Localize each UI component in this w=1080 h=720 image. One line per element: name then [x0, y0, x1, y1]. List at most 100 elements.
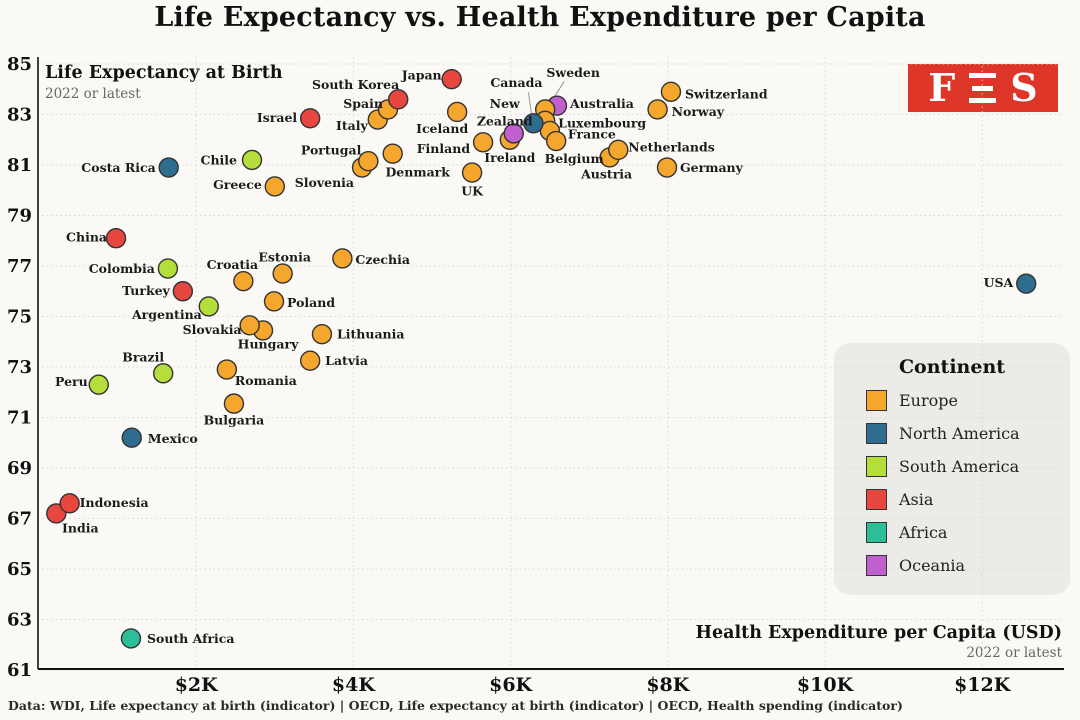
country-label-colombia: Colombia — [89, 261, 155, 276]
legend-item-asia: Asia — [866, 488, 1070, 510]
data-point-norway — [647, 99, 668, 120]
country-label-lithuania: Lithuania — [337, 327, 405, 342]
country-label-france: France — [568, 126, 616, 141]
country-label-belgium: Belgium — [545, 151, 604, 166]
data-point-canada — [523, 113, 544, 134]
data-point-poland — [263, 291, 285, 312]
legend-label: Oceania — [899, 555, 966, 575]
country-label-ireland: Ireland — [484, 150, 535, 165]
country-label-india: India — [62, 520, 99, 535]
country-label-turkey: Turkey — [122, 283, 170, 298]
y-tick-labels: 85 83 81 79 77 75 73 71 69 67 65 63 61 — [7, 54, 32, 681]
data-point-china — [105, 228, 127, 249]
legend-label: Africa — [899, 522, 948, 542]
svg-text:$4K: $4K — [332, 674, 376, 696]
country-label-hungary: Hungary — [238, 336, 299, 351]
data-source-footer: Data: WDI, Life expectancy at birth (ind… — [8, 698, 903, 713]
country-label-usa: USA — [984, 275, 1014, 290]
legend-label: Europe — [899, 390, 958, 410]
legend-label: Asia — [899, 489, 934, 509]
data-point-portugal — [358, 151, 379, 172]
svg-text:71: 71 — [7, 408, 32, 429]
fes-logo: F S — [908, 64, 1058, 112]
country-label-austria: Austria — [580, 166, 632, 181]
country-label-slovakia: Slovakia — [183, 322, 242, 337]
svg-text:81: 81 — [7, 155, 32, 176]
data-point-bulgaria — [223, 393, 245, 414]
oceania-swatch — [866, 554, 887, 576]
legend-item-europe: Europe — [866, 389, 1070, 411]
country-labels: China India Indonesia Turkey Israel South Afr… — [55, 65, 1013, 646]
europe-swatch — [866, 389, 887, 411]
svg-text:85: 85 — [7, 54, 32, 75]
svg-text:77: 77 — [7, 256, 32, 277]
x-axis-title: Health Expenditure per Capita (USD) — [695, 623, 1062, 643]
country-label-brazil: Brazil — [122, 349, 164, 364]
country-label-china: China — [66, 230, 107, 245]
data-point-switzerland — [660, 81, 682, 102]
svg-text:69: 69 — [7, 458, 32, 479]
svg-text:$12K: $12K — [954, 674, 1012, 696]
data-points — [46, 68, 1037, 649]
country-label-south-africa: South Africa — [147, 631, 235, 646]
data-point-costa-rica — [158, 157, 179, 178]
svg-text:61: 61 — [7, 660, 32, 681]
country-label-germany: Germany — [680, 160, 744, 175]
data-point-colombia — [157, 258, 179, 279]
country-label-czechia: Czechia — [355, 252, 410, 267]
country-label-latvia: Latvia — [325, 353, 368, 368]
data-point-romania — [216, 359, 238, 380]
data-point-argentina — [198, 296, 219, 317]
svg-text:$2K: $2K — [175, 674, 219, 696]
data-point-peru — [88, 374, 109, 395]
svg-text:63: 63 — [7, 610, 32, 631]
data-point-netherlands — [608, 139, 629, 161]
data-point-finland — [472, 132, 494, 153]
africa-swatch — [866, 521, 887, 543]
data-point-uk — [461, 162, 483, 183]
data-point-brazil — [152, 363, 174, 384]
country-label-denmark: Denmark — [385, 165, 450, 180]
data-point-chile — [241, 149, 263, 171]
country-label-spain: Spain — [343, 96, 383, 111]
country-label-chile: Chile — [201, 152, 238, 167]
country-label-peru: Peru — [55, 374, 88, 389]
country-label-south-korea: South Korea — [312, 77, 399, 92]
svg-text:$8K: $8K — [646, 674, 690, 696]
legend-label: South America — [899, 456, 1020, 476]
data-point-south-korea — [388, 89, 409, 110]
country-label-japan: Japan — [401, 68, 442, 83]
page-title: Life Expectancy vs. Health Expenditure p… — [154, 2, 926, 33]
gridlines — [38, 57, 1064, 671]
legend-item-south-america: South America — [866, 455, 1070, 477]
country-label-switzerland: Switzerland — [685, 86, 768, 101]
country-label-slovenia: Slovenia — [295, 175, 354, 190]
legend: Continent Europe North America South Ame… — [834, 343, 1070, 576]
legend-item-africa: Africa — [866, 521, 1070, 543]
legend-item-oceania: Oceania — [866, 554, 1070, 576]
svg-text:83: 83 — [7, 105, 32, 126]
data-point-mexico — [121, 427, 142, 448]
svg-text:67: 67 — [7, 509, 32, 530]
data-point-slovakia — [239, 315, 260, 336]
country-label-portugal: Portugal — [301, 143, 362, 158]
country-label-mexico: Mexico — [148, 431, 198, 446]
country-label-bulgaria: Bulgaria — [204, 413, 265, 428]
svg-text:73: 73 — [7, 357, 32, 378]
country-label-sweden: Sweden — [546, 65, 600, 80]
country-label-greece: Greece — [213, 177, 262, 192]
data-point-denmark — [382, 143, 403, 164]
country-label-croatia: Croatia — [207, 257, 259, 272]
country-label-iceland: Iceland — [416, 121, 468, 136]
data-point-lithuania — [311, 323, 333, 345]
country-label-israel: Israel — [257, 110, 298, 125]
country-label-italy: Italy — [336, 118, 368, 133]
data-point-turkey — [172, 281, 194, 302]
x-axis-title-group: Health Expenditure per Capita (USD) 2022… — [695, 623, 1062, 661]
data-point-latvia — [299, 350, 321, 371]
country-label-norway: Norway — [672, 104, 725, 119]
data-point-new-zealand — [503, 123, 524, 144]
country-label-uk: UK — [461, 184, 484, 199]
svg-text:79: 79 — [7, 206, 32, 227]
